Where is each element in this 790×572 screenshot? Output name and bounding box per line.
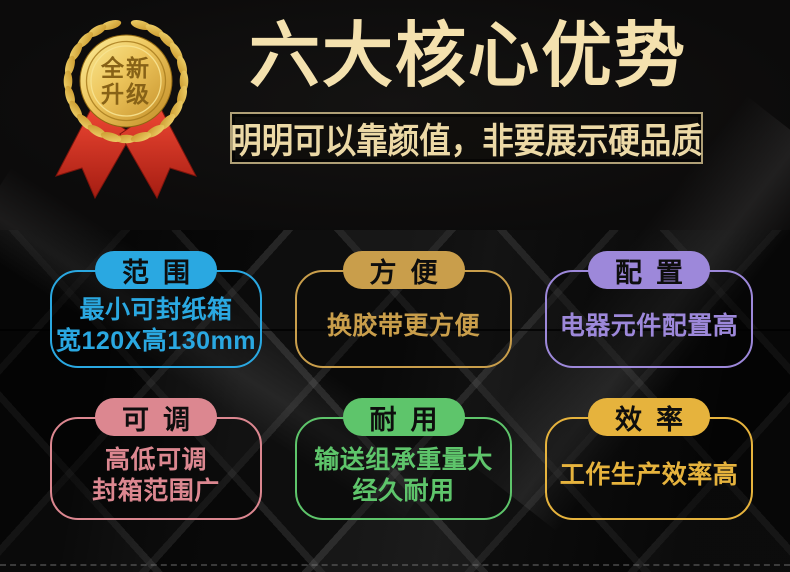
background-dashed-seam	[0, 564, 790, 566]
advantage-tag: 可调	[95, 398, 217, 436]
advantage-text-line: 封箱范围广	[92, 476, 220, 505]
advantage-description: 工作生产效率高	[551, 436, 747, 515]
advantage-tag: 耐用	[342, 398, 465, 436]
advantages-grid: 范围 最小可封纸箱 宽120X高130mm 方便 换胶带更方便 配置 电器元件配置…	[50, 251, 753, 520]
advantage-tag: 配置	[588, 251, 710, 289]
advantage-text-line: 经久耐用	[352, 476, 455, 505]
advantage-tag-label: 可调	[122, 404, 204, 435]
advantage-tag-label: 效率	[615, 404, 697, 435]
advantage-card: 范围 最小可封纸箱 宽120X高130mm	[50, 251, 262, 368]
advantage-tag: 效率	[588, 398, 710, 436]
page-title: 六大核心优势	[248, 17, 687, 96]
laurel-wreath-icon	[63, 20, 189, 144]
advantage-description: 高低可调 封箱范围广	[56, 436, 256, 515]
advantage-description: 输送组承重量大 经久耐用	[301, 436, 506, 515]
advantage-text-line: 宽120X高130mm	[55, 327, 257, 355]
advantage-tag: 范围	[95, 251, 217, 289]
subtitle-banner: 明明可以靠颜值，非要展示硬品质	[230, 112, 703, 164]
advantage-card: 可调 高低可调 封箱范围广	[50, 398, 262, 520]
advantage-card: 耐用 输送组承重量大 经久耐用	[295, 398, 512, 520]
subtitle-text: 明明可以靠颜值，非要展示硬品质	[230, 121, 703, 161]
advantage-text-line: 电器元件配置高	[559, 311, 739, 340]
advantage-text-line: 工作生产效率高	[559, 461, 739, 489]
advantage-tag-label: 配置	[615, 257, 697, 288]
advantage-tag: 方便	[342, 251, 465, 289]
medal-label-line2: 升级	[101, 81, 151, 107]
advantage-text-line: 输送组承重量大	[314, 445, 493, 474]
advantage-card: 效率 工作生产效率高	[545, 398, 753, 520]
advantage-tag-label: 范围	[122, 257, 204, 288]
medal-coin-icon	[79, 34, 173, 128]
advantage-text-line: 换胶带更方便	[326, 311, 480, 340]
medal-label-line1: 全新	[100, 55, 151, 81]
medal-icon: 全新 升级	[55, 20, 197, 200]
advantage-text-line: 高低可调	[104, 445, 207, 474]
advantage-text-line: 最小可封纸箱	[79, 296, 233, 324]
advantage-card: 方便 换胶带更方便	[295, 251, 512, 368]
advantage-description: 最小可封纸箱 宽120X高130mm	[56, 289, 256, 363]
advantage-tag-label: 方便	[369, 257, 452, 288]
advantage-card: 配置 电器元件配置高	[545, 251, 753, 368]
advantage-description: 电器元件配置高	[551, 289, 747, 363]
advantage-tag-label: 耐用	[369, 404, 452, 435]
advantage-description: 换胶带更方便	[301, 289, 506, 363]
background-seam-line	[0, 329, 790, 331]
